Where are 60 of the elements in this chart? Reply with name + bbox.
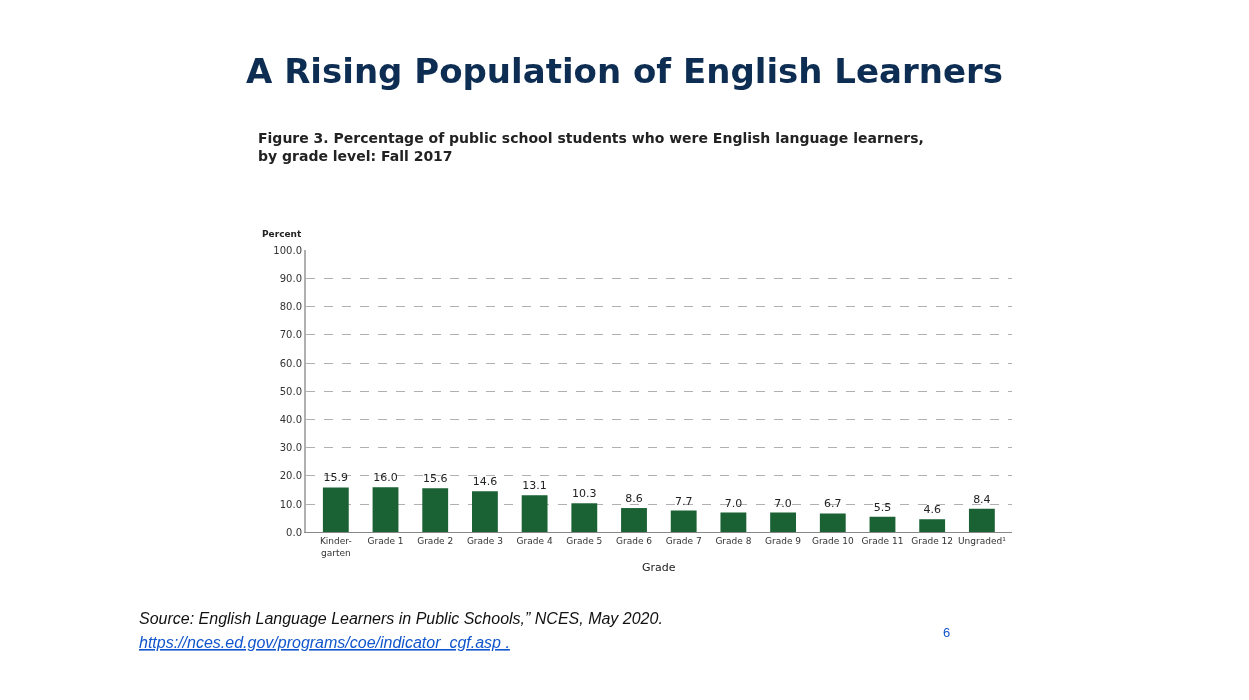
bar xyxy=(770,512,797,533)
bar xyxy=(422,488,449,533)
data-label: 7.0 xyxy=(724,496,743,510)
bar xyxy=(472,491,498,533)
bar xyxy=(869,516,896,533)
y-tick-label: 70.0 xyxy=(279,329,303,341)
bar xyxy=(621,508,647,533)
x-tick-label: Grade 2 xyxy=(417,536,454,547)
bar xyxy=(919,519,946,533)
x-tick-label: Grade 3 xyxy=(466,536,503,547)
y-tick-label: 50.0 xyxy=(279,385,303,397)
x-tick-label: Grade 8 xyxy=(715,536,752,547)
data-label: 13.1 xyxy=(522,479,547,493)
x-axis-title: Grade xyxy=(642,561,676,575)
data-label: 7.0 xyxy=(774,496,792,510)
bar xyxy=(670,510,697,533)
data-label: 4.6 xyxy=(923,503,941,517)
bar xyxy=(372,487,399,533)
x-tick-label: Grade 5 xyxy=(566,536,603,547)
y-tick-label: 20.0 xyxy=(279,470,303,482)
x-tick-label: Grade 6 xyxy=(615,536,653,547)
y-axis-title: Percent xyxy=(262,229,302,239)
data-label: 6.7 xyxy=(824,497,842,511)
y-tick-label: 40.0 xyxy=(279,413,303,425)
data-label: 8.4 xyxy=(973,492,991,506)
y-tick-label: 10.0 xyxy=(279,498,303,510)
y-tick-label: 90.0 xyxy=(279,272,303,284)
x-tick-label: Kinder-garten xyxy=(319,536,352,558)
x-tick-label: Grade 4 xyxy=(516,536,553,547)
chart-subtitle: Figure 3. Percentage of public school students who were English language learners, by grade level: Fall 2017 xyxy=(258,130,924,165)
x-tick-label: Grade 11 xyxy=(861,536,904,547)
data-label: 15.6 xyxy=(422,472,448,486)
x-tick-label: Ungraded¹ xyxy=(957,536,1007,547)
bar xyxy=(968,508,995,533)
data-label: 15.9 xyxy=(323,471,349,485)
data-label: 10.3 xyxy=(572,487,597,501)
y-tick-label: 80.0 xyxy=(279,301,303,313)
bar xyxy=(521,495,548,533)
data-label: 7.7 xyxy=(674,494,693,508)
y-tick-label: 100.0 xyxy=(273,244,303,256)
text: 6 xyxy=(943,625,951,640)
x-tick-label: Grade 10 xyxy=(811,536,854,547)
x-tick-label: Grade 1 xyxy=(367,536,404,547)
text: https://nces.ed.gov/programs/coe/indicator_cgf.asp . xyxy=(139,634,510,651)
bar xyxy=(720,512,747,533)
x-tick-label: Grade 7 xyxy=(665,536,702,547)
chart-title: A Rising Population of English Learners xyxy=(246,51,1004,91)
data-label: 14.6 xyxy=(472,475,498,489)
y-tick-label: 30.0 xyxy=(279,442,303,454)
data-label: 5.5 xyxy=(873,500,892,514)
x-tick-label: Grade 9 xyxy=(765,536,802,547)
bar xyxy=(571,503,598,533)
data-label: 8.6 xyxy=(625,492,643,506)
y-tick-label: 60.0 xyxy=(279,357,303,369)
bar xyxy=(322,487,349,533)
data-label: 16.0 xyxy=(373,471,398,485)
y-tick-label: 0.0 xyxy=(286,526,303,538)
x-tick-label: Grade 12 xyxy=(911,536,954,547)
bar xyxy=(819,513,846,533)
source-note: Source: English Language Learners in Public Schools,” NCES, May 2020. xyxy=(139,610,663,627)
